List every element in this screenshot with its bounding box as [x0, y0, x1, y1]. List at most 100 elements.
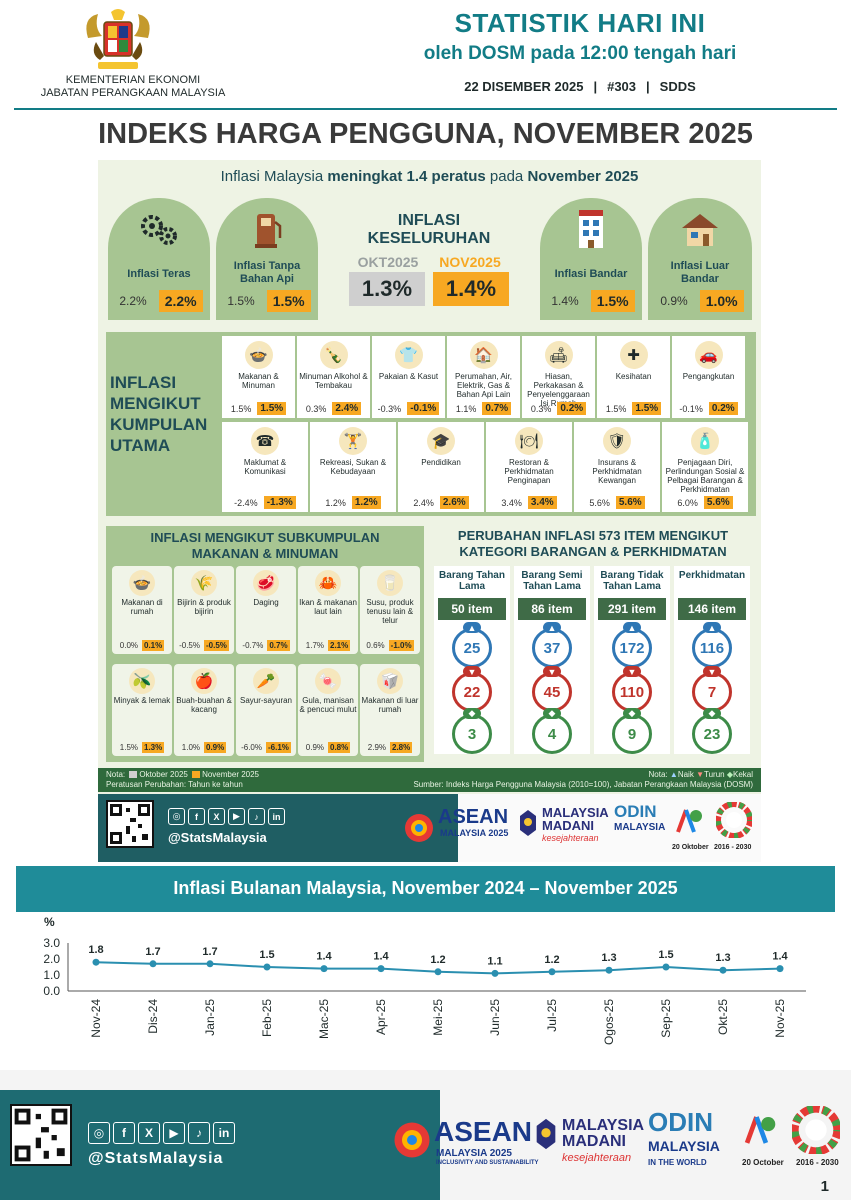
- value-nov: 0.7%: [267, 640, 290, 651]
- value-nov: 2.1%: [328, 640, 351, 651]
- card-values: -0.3% -0.1%: [372, 402, 445, 415]
- note-label: Nota:: [648, 770, 668, 779]
- value-nov: 1.5%: [266, 290, 311, 312]
- badge-value: 25: [463, 639, 481, 657]
- footer-social-handle[interactable]: @StatsMalaysia: [88, 1150, 224, 1167]
- footer-asean-subtext: MALAYSIA 2025: [436, 1148, 512, 1159]
- monthly-inflation-chart: % 3.0 2.0 1.0 0.0 1.8 Nov-24 1.7 Dis-24 1.7 Jan-25…: [43, 915, 806, 1045]
- value-oct: 0.9%: [660, 294, 688, 308]
- footer-odin-logo: ODIN MALAYSIA IN THE WORLD: [648, 1107, 720, 1168]
- group-card: 🍲 Makanan & Minuman 1.5% 1.5%: [222, 336, 295, 418]
- value-oct: 0.3%: [530, 403, 552, 414]
- up-arrow-icon: ▲: [669, 770, 678, 779]
- value-nov: 3.4%: [527, 496, 557, 509]
- card-values: 0.9% 1.0%: [648, 290, 752, 312]
- meat-icon: 🥩: [253, 570, 279, 596]
- facebook-icon[interactable]: f: [113, 1122, 135, 1144]
- madani-text: MALAYSIA MADANI kesejahteraan: [542, 806, 609, 845]
- value-nov: 0.7%: [482, 402, 512, 415]
- shield-icon: 🛡: [603, 427, 631, 455]
- chart-title: Inflasi Bulanan Malaysia, November 2024 …: [173, 878, 678, 898]
- odin-text: ODIN: [648, 1107, 713, 1137]
- world-statistics-day-logo: [672, 804, 706, 843]
- up-arrow-icon: ▲: [543, 622, 561, 633]
- badge-value: 116: [699, 639, 725, 657]
- footer-qr-code[interactable]: [10, 1104, 72, 1166]
- sdds-tag: SDDS: [659, 79, 696, 94]
- tiktok-icon[interactable]: ♪: [248, 808, 265, 825]
- subgroup-card: 🍲 Makanan di rumah 0.0% 0.1%: [112, 566, 172, 654]
- footer-wsd-date: 20 October: [742, 1158, 784, 1167]
- group-card: 👕 Pakaian & Kasut -0.3% -0.1%: [372, 336, 445, 418]
- overall-inflation: INFLASI KESELURUHAN OKT2025 NOV2025 1.3%…: [338, 212, 520, 306]
- data-label: 1.5: [658, 949, 673, 961]
- facebook-icon[interactable]: f: [188, 808, 205, 825]
- value-oct: -0.5%: [179, 641, 200, 650]
- social-handle[interactable]: @StatsMalaysia: [168, 830, 267, 845]
- data-point: [662, 963, 670, 971]
- unchanged-count-badge: ◆ 23: [692, 708, 732, 754]
- group-card: ✚ Kesihatan 1.5% 1.5%: [597, 336, 670, 418]
- sdg-wheel-icon: [792, 1106, 840, 1154]
- x-icon[interactable]: X: [208, 808, 225, 825]
- unchanged-icon: ◆: [543, 708, 561, 719]
- value-oct: -0.7%: [242, 641, 264, 650]
- value-oct: 2.4%: [413, 497, 434, 508]
- linkedin-icon[interactable]: in: [213, 1122, 235, 1144]
- value-nov: 5.6%: [703, 496, 733, 509]
- value-oct: -0.1%: [679, 403, 703, 414]
- card-values: 1.0% 0.9%: [174, 742, 234, 753]
- x-tick-label: Nov-25: [773, 999, 787, 1038]
- up-count-badge: ▲ 116: [692, 622, 732, 668]
- up-count-badge: ▲ 25: [452, 622, 492, 668]
- overall-oct-value: 1.3%: [349, 272, 425, 306]
- card-values: 1.7% 2.1%: [298, 640, 358, 651]
- overall-period-labels: OKT2025 NOV2025: [338, 254, 520, 270]
- data-label: 1.1: [487, 955, 502, 967]
- sdg-wheel-icon: [715, 801, 753, 839]
- value-oct: 1.5%: [227, 294, 255, 308]
- instagram-icon[interactable]: ◎: [168, 808, 185, 825]
- data-point: [719, 966, 727, 974]
- social-banner: ◎ f X ▶ ♪ in @StatsMalaysia ASEAN MALAYSIA 20…: [98, 794, 761, 862]
- oct-swatch: [129, 771, 138, 779]
- tiktok-icon[interactable]: ♪: [188, 1122, 210, 1144]
- unchanged-count-badge: ◆ 9: [612, 708, 652, 754]
- youtube-icon[interactable]: ▶: [228, 808, 245, 825]
- value-nov: 2.8%: [390, 742, 413, 753]
- card-values: 0.3% 0.2%: [522, 402, 595, 415]
- category-label: Barang Tahan Lama: [439, 570, 505, 592]
- card-values: 0.3% 2.4%: [297, 402, 370, 415]
- source-note: Sumber: Indeks Harga Pengguna Malaysia (…: [413, 780, 753, 789]
- y-tick-label: 2.0: [43, 952, 60, 966]
- qr-code[interactable]: [106, 800, 154, 848]
- footer-asean-theme: INCLUSIVITY AND SUSTAINABILITY: [436, 1160, 539, 1166]
- down-arrow-icon: ▼: [623, 666, 641, 677]
- value-nov: 0.1%: [142, 640, 165, 651]
- category-column: Barang Semi Tahan Lama 86 item ▲ 37 ▼ 45 ◆ 4: [514, 566, 590, 754]
- value-oct: 1.0%: [181, 743, 200, 752]
- category-column: Perkhidmatan 146 item ▲ 116 ▼ 7 ◆ 23: [674, 566, 750, 754]
- value-oct: 0.6%: [366, 641, 385, 650]
- housing-icon: 🏠: [469, 341, 498, 369]
- x-icon[interactable]: X: [138, 1122, 160, 1144]
- instagram-icon[interactable]: ◎: [88, 1122, 110, 1144]
- card-label: Pakaian & Kasut: [378, 372, 439, 381]
- value-nov: 5.6%: [615, 496, 645, 509]
- card-label: Maklumat & Komunikasi: [243, 458, 287, 476]
- subgroup-card: 🦀 Ikan & makanan laut lain 1.7% 2.1%: [298, 566, 358, 654]
- legend-oct: Oktober 2025: [139, 770, 188, 779]
- fuel-pump-icon: [245, 208, 289, 252]
- issue-number: #303: [607, 79, 637, 94]
- value-nov: 0.9%: [204, 742, 227, 753]
- subgroup-card: 🫒 Minyak & lemak 1.5% 1.3%: [112, 664, 172, 756]
- value-oct: 0.0%: [119, 641, 138, 650]
- youtube-icon[interactable]: ▶: [163, 1122, 185, 1144]
- badge-value: 172: [619, 639, 645, 657]
- value-nov: -0.5%: [204, 640, 229, 651]
- linkedin-icon[interactable]: in: [268, 808, 285, 825]
- milk-icon: 🥛: [377, 570, 403, 596]
- unchanged-count-badge: ◆ 4: [532, 708, 572, 754]
- legend-same: Kekal: [732, 770, 753, 779]
- madani-line: MALAYSIA: [562, 1117, 645, 1134]
